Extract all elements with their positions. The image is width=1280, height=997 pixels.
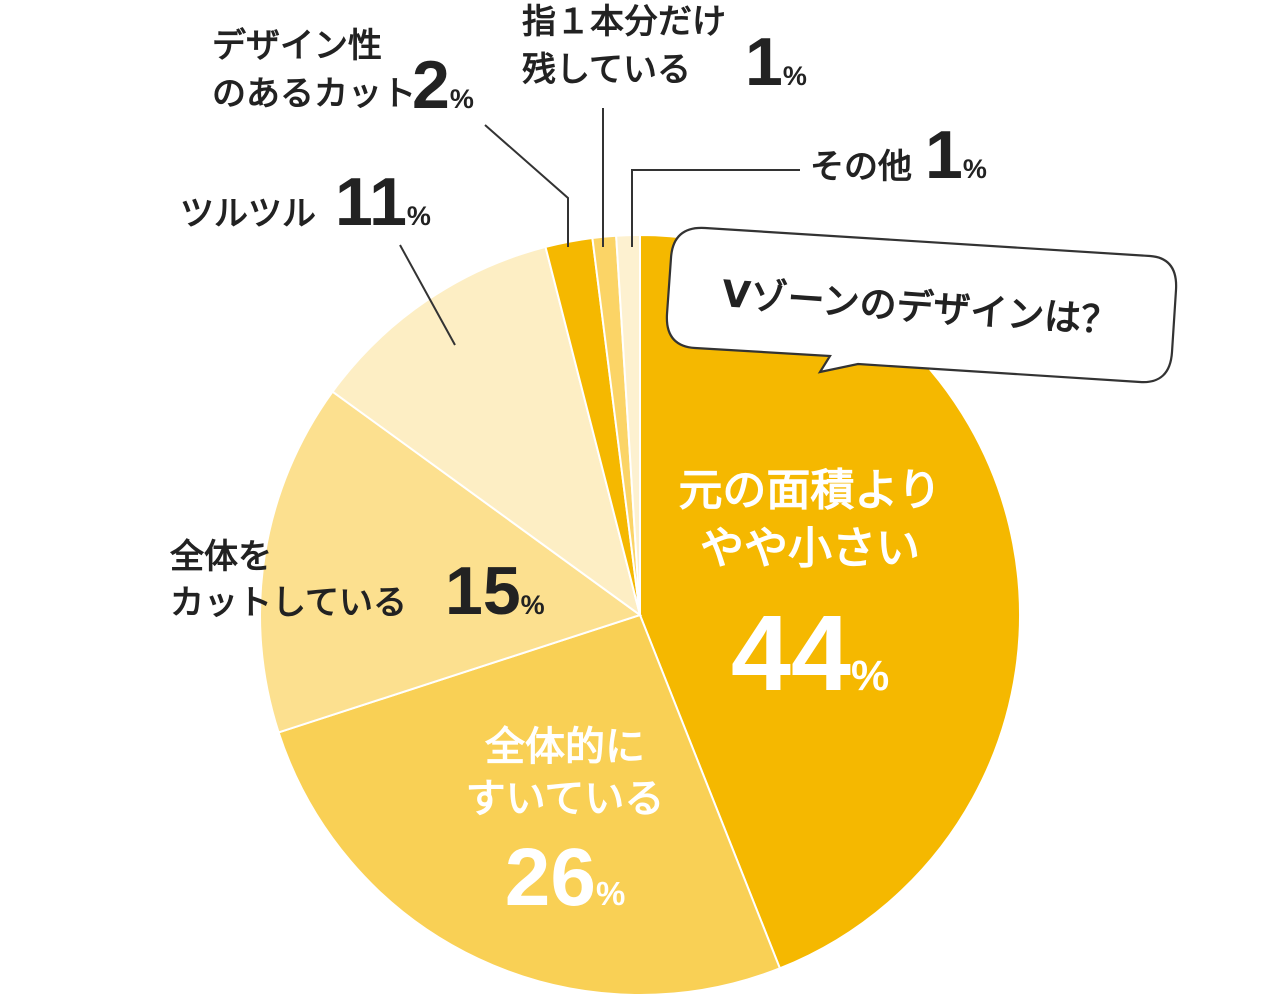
slice-value-unit-3: %: [407, 201, 431, 231]
slice-value-unit-5: %: [783, 61, 807, 91]
slice-value-3: 11%: [335, 164, 431, 240]
pie-slice-1: [277, 613, 782, 996]
leader-line-6: [631, 169, 800, 247]
pie-slice-3: [331, 245, 642, 618]
slice-value-number-0: 44: [731, 592, 851, 713]
slice-value-4: 2%: [412, 47, 474, 123]
slice-value-2: 15%: [445, 553, 545, 629]
slice-label-6-line-0: その他: [810, 147, 912, 187]
slice-value-unit-6: %: [963, 154, 987, 184]
slice-label-3-line-0: ツルツル: [180, 194, 316, 234]
slice-value-number-5: 1: [745, 24, 783, 100]
slice-label-2-line-0: 全体を: [169, 537, 272, 577]
pie-slice-2: [259, 390, 643, 734]
slice-value-unit-0: %: [851, 652, 889, 700]
slice-label-1-line-1: すいている: [466, 776, 665, 822]
pie-slices: [259, 233, 1021, 996]
pie-slice-6: [615, 233, 641, 616]
slice-label-0-line-0: 元の面積より: [678, 465, 941, 516]
slice-value-0: 44%: [731, 592, 889, 713]
slice-label-5-line-0: 指１本分だけ: [522, 2, 726, 42]
title-bubble: Vゾーンのデザインは？: [665, 226, 1178, 384]
leader-line-3: [399, 244, 456, 346]
slice-label-5-line-1: 残している: [522, 50, 691, 90]
slice-label-2-line-1: カットしている: [170, 583, 407, 623]
slice-value-number-2: 15: [445, 553, 521, 629]
slice-label-4-line-0: デザイン性: [212, 26, 382, 66]
slice-value-number-3: 11: [335, 164, 407, 240]
slice-label-4-line-1: のあるカット: [212, 74, 416, 114]
slice-value-number-6: 1: [925, 117, 963, 193]
slice-value-5: 1%: [745, 24, 807, 100]
leader-line-4: [484, 124, 569, 247]
leader-lines: [399, 108, 800, 346]
slice-value-unit-1: %: [596, 875, 625, 912]
slice-label-0-line-1: やや小さい: [700, 523, 920, 574]
slice-value-number-1: 26: [505, 832, 596, 923]
slice-value-6: 1%: [925, 117, 987, 193]
slice-label-1-line-0: 全体的に: [484, 724, 645, 770]
slice-value-unit-4: %: [450, 84, 474, 114]
slice-value-unit-2: %: [521, 590, 545, 620]
slice-value-number-4: 2: [412, 47, 450, 123]
slice-value-1: 26%: [505, 832, 626, 923]
